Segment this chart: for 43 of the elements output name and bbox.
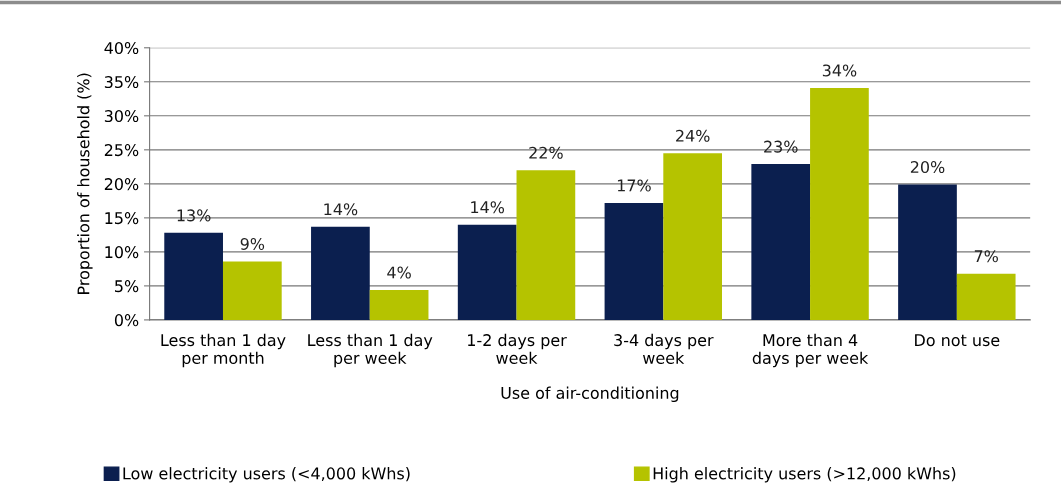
legend-label: Low electricity users (<4,000 kWhs) [123, 467, 410, 483]
y-tick-label: 30% [104, 110, 139, 123]
x-axis-title: Use of air-conditioning [501, 386, 679, 403]
bar [164, 232, 223, 320]
y-tick-label: 0% [114, 314, 139, 327]
data-label: 9% [240, 237, 265, 250]
y-tick-label: 25% [104, 144, 139, 157]
data-label: 22% [529, 146, 563, 159]
legend-label: High electricity users (>12,000 kWhs) [653, 467, 956, 483]
bar [222, 261, 282, 320]
x-tick-label: Do not use [915, 334, 1000, 347]
bar [810, 87, 869, 320]
bar [604, 202, 664, 320]
y-tick-label: 5% [115, 280, 139, 293]
data-label: 24% [676, 129, 710, 142]
data-label: 13% [177, 209, 211, 222]
data-label: 34% [822, 64, 857, 77]
data-label: 17% [617, 179, 651, 192]
y-axis-title: Proportion of household (%) [77, 73, 93, 294]
bar [663, 153, 723, 320]
y-tick-label: 20% [104, 178, 139, 191]
data-label: 14% [324, 203, 358, 216]
y-tick-label: 40% [104, 42, 139, 55]
bar [898, 184, 957, 320]
data-label: 23% [764, 140, 798, 153]
data-label: 7% [974, 250, 998, 263]
data-label: 4% [387, 266, 411, 279]
y-tick-label: 35% [104, 76, 139, 89]
y-tick-label: 10% [105, 246, 139, 259]
bar [457, 224, 517, 320]
x-tick-label: Less than 1 day per month [161, 333, 286, 368]
x-tick-label: Less than 1 day per week [308, 333, 433, 368]
y-tick-label: 15% [105, 212, 139, 225]
bar [311, 226, 370, 320]
x-tick-label: 1-2 days per week [468, 333, 567, 365]
bar [369, 289, 429, 320]
x-tick-label: More than 4 days per week [752, 333, 869, 368]
data-label: 14% [471, 201, 505, 214]
data-label: 20% [910, 161, 945, 174]
bar [956, 273, 1016, 320]
bar [751, 164, 811, 320]
x-tick-label: 3-4 days per week [614, 333, 714, 365]
bar [516, 170, 576, 320]
